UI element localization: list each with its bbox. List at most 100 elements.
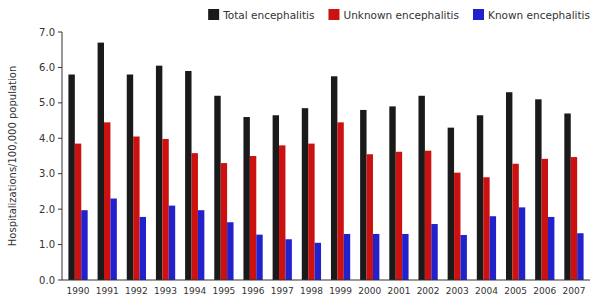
bar — [256, 235, 262, 280]
y-tick-label: 5.0 — [39, 97, 55, 108]
bar — [506, 92, 512, 280]
legend: Total encephalitis Unknown encephalitis Kn… — [208, 9, 590, 21]
bar — [344, 234, 350, 280]
y-tick-label: 3.0 — [39, 168, 55, 179]
bar — [519, 207, 525, 280]
bar — [564, 113, 570, 280]
bar — [389, 106, 395, 280]
x-tick-label: 1998 — [300, 286, 323, 296]
bar — [221, 163, 227, 280]
bar — [337, 122, 343, 280]
x-axis-line — [62, 280, 590, 281]
x-tick-label: 1996 — [242, 286, 265, 296]
x-tick-label: 2002 — [417, 286, 440, 296]
bar — [373, 234, 379, 280]
bar — [162, 139, 168, 280]
legend-swatch — [208, 9, 219, 20]
bar — [396, 152, 402, 280]
bar — [454, 173, 460, 280]
legend-swatch — [328, 9, 339, 20]
bar — [227, 222, 233, 280]
bar — [133, 137, 139, 280]
bar — [185, 71, 191, 280]
bar — [127, 75, 133, 280]
bars — [68, 43, 583, 280]
bar — [360, 110, 366, 280]
bar — [431, 224, 437, 280]
x-tick-label: 1993 — [154, 286, 177, 296]
bar — [460, 235, 466, 280]
bar — [285, 239, 291, 280]
bar — [156, 66, 162, 280]
bar — [273, 115, 279, 280]
bar — [279, 145, 285, 280]
y-tick — [58, 173, 62, 174]
bar — [192, 153, 198, 280]
bar — [512, 164, 518, 280]
bar — [98, 43, 104, 280]
y-tick — [58, 67, 62, 68]
legend-label: Unknown encephalitis — [343, 9, 459, 21]
x-tick-label: 2000 — [358, 286, 381, 296]
x-tick-label: 1991 — [96, 286, 119, 296]
y-tick-label: 1.0 — [39, 239, 55, 250]
x-tick-label: 2005 — [504, 286, 527, 296]
bar — [214, 96, 220, 280]
y-tick — [58, 102, 62, 103]
bar — [402, 234, 408, 280]
bar — [571, 157, 577, 280]
x-tick-label: 1990 — [67, 286, 90, 296]
bar — [577, 233, 583, 280]
y-axis-label: Hospitalizations/100,000 population — [7, 66, 18, 246]
legend-item: Known encephalitis — [473, 9, 590, 21]
bar — [535, 99, 541, 280]
x-tick-label: 1995 — [212, 286, 235, 296]
x-tick-label: 1992 — [125, 286, 148, 296]
y-tick — [58, 32, 62, 33]
legend-item: Total encephalitis — [208, 9, 314, 21]
chart: 0.0 1.0 2.0 3.0 4.0 5.0 6.0 7.0 1990 1991 1992 1993… — [0, 0, 600, 306]
legend-label: Known encephalitis — [488, 9, 590, 21]
y-tick-label: 7.0 — [39, 27, 55, 38]
bar — [483, 177, 489, 280]
bar — [75, 144, 81, 280]
bar — [490, 216, 496, 280]
x-tick-label: 1999 — [329, 286, 352, 296]
bar — [331, 76, 337, 280]
x-tick-label: 1994 — [183, 286, 206, 296]
x-tick-label: 2004 — [475, 286, 498, 296]
bar — [302, 108, 308, 280]
bar — [308, 144, 314, 280]
y-tick-label: 0.0 — [39, 275, 55, 286]
y-tick — [58, 280, 62, 281]
bar — [418, 96, 424, 280]
legend-label: Total encephalitis — [222, 9, 314, 21]
x-tick-label: 2007 — [563, 286, 586, 296]
y-tick — [58, 138, 62, 139]
bar — [250, 156, 256, 280]
bar — [198, 210, 204, 280]
bar — [425, 151, 431, 280]
bar — [169, 206, 175, 280]
bar — [315, 243, 321, 280]
y-tick-label: 4.0 — [39, 133, 55, 144]
bar — [367, 154, 373, 280]
bar — [140, 217, 146, 280]
y-axis-line — [62, 32, 63, 280]
x-tick-label: 2006 — [533, 286, 556, 296]
x-tick-label: 2003 — [446, 286, 469, 296]
bar — [104, 122, 110, 280]
bar — [243, 117, 249, 280]
bar — [68, 75, 74, 280]
y-tick — [58, 209, 62, 210]
y-tick — [58, 244, 62, 245]
y-tick-label: 6.0 — [39, 62, 55, 73]
bar — [110, 199, 116, 280]
x-tick-label: 2001 — [387, 286, 410, 296]
legend-swatch — [473, 9, 484, 20]
bar — [548, 217, 554, 280]
bar — [81, 210, 87, 280]
bar — [542, 159, 548, 280]
legend-item: Unknown encephalitis — [328, 9, 459, 21]
y-tick-label: 2.0 — [39, 204, 55, 215]
